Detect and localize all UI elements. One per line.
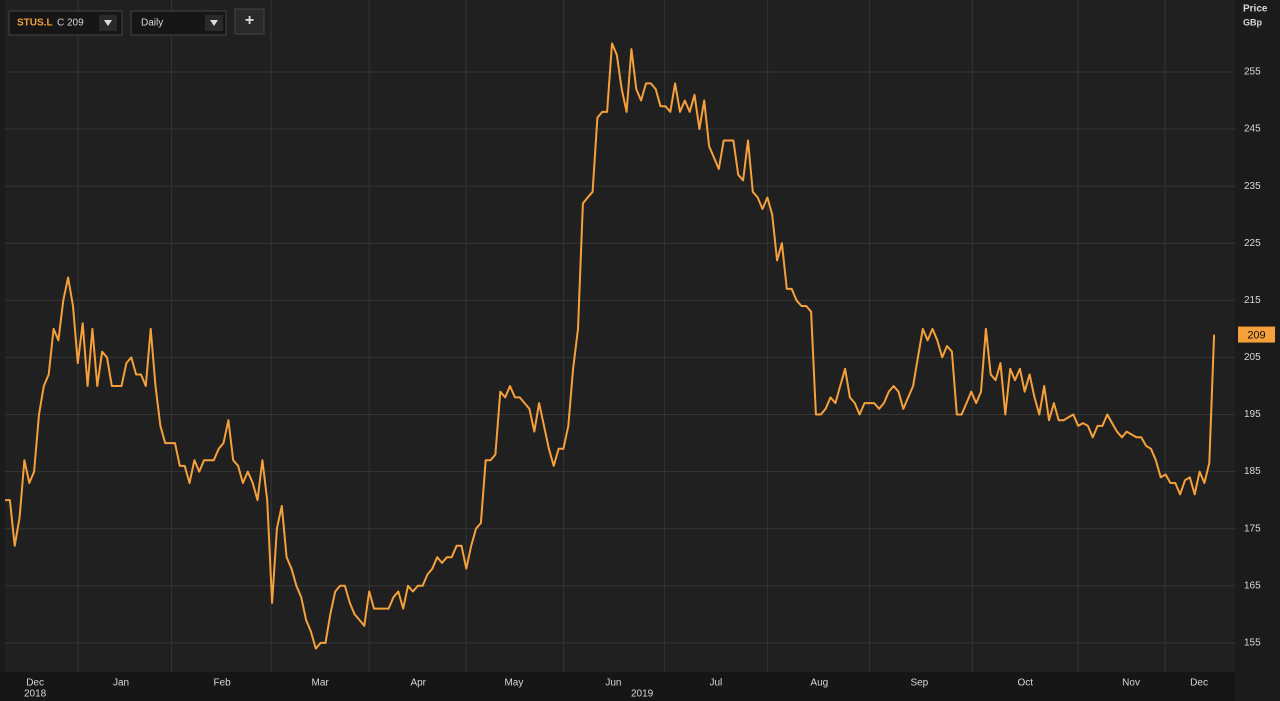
add-button-label: + [245,12,254,29]
x-tick-label: Jan [113,678,129,689]
quote: C 209 [57,18,84,29]
last-price-label: 209 [1247,329,1265,341]
x-axis-area [0,672,1235,701]
plot-area [5,0,1235,672]
x-year-label: 2018 [24,689,47,700]
y-axis-label: Price [1243,4,1268,15]
x-tick-label: Mar [312,678,330,689]
price-line [5,42,1216,650]
y-tick-label: 215 [1244,295,1261,306]
x-tick-label: Dec [1190,678,1208,689]
x-tick-label: Nov [1122,678,1140,689]
y-tick-label: 195 [1244,409,1261,420]
x-tick-label: Aug [810,678,828,689]
last-price-badge [1238,326,1275,343]
y-tick-label: 225 [1244,238,1261,249]
x-tick-label: Jul [710,678,723,689]
x-tick-label: May [504,678,523,689]
y-axis-unit: GBp [1243,17,1263,27]
x-tick-label: Feb [213,678,231,689]
y-tick-label: 175 [1244,523,1261,534]
interval: Daily [141,18,163,29]
y-tick-label: 185 [1244,466,1261,477]
x-tick-label: Dec [26,678,44,689]
symbol: STUS.L [17,18,53,29]
dropdown-arrow [104,20,112,26]
y-tick-label: 245 [1244,124,1261,135]
x-tick-label: Jun [605,678,621,689]
x-tick-label: Sep [910,678,928,689]
y-tick-label: 205 [1244,352,1261,363]
y-tick-label: 255 [1244,67,1261,78]
y-tick-label: 165 [1244,580,1261,591]
y-tick-label: 235 [1244,181,1261,192]
y-tick-label: 155 [1244,638,1261,649]
x-year-label: 2019 [631,689,654,700]
add-button[interactable] [234,8,265,35]
dropdown-arrow [210,20,218,26]
x-tick-label: Oct [1017,678,1033,689]
x-tick-label: Apr [410,678,426,689]
